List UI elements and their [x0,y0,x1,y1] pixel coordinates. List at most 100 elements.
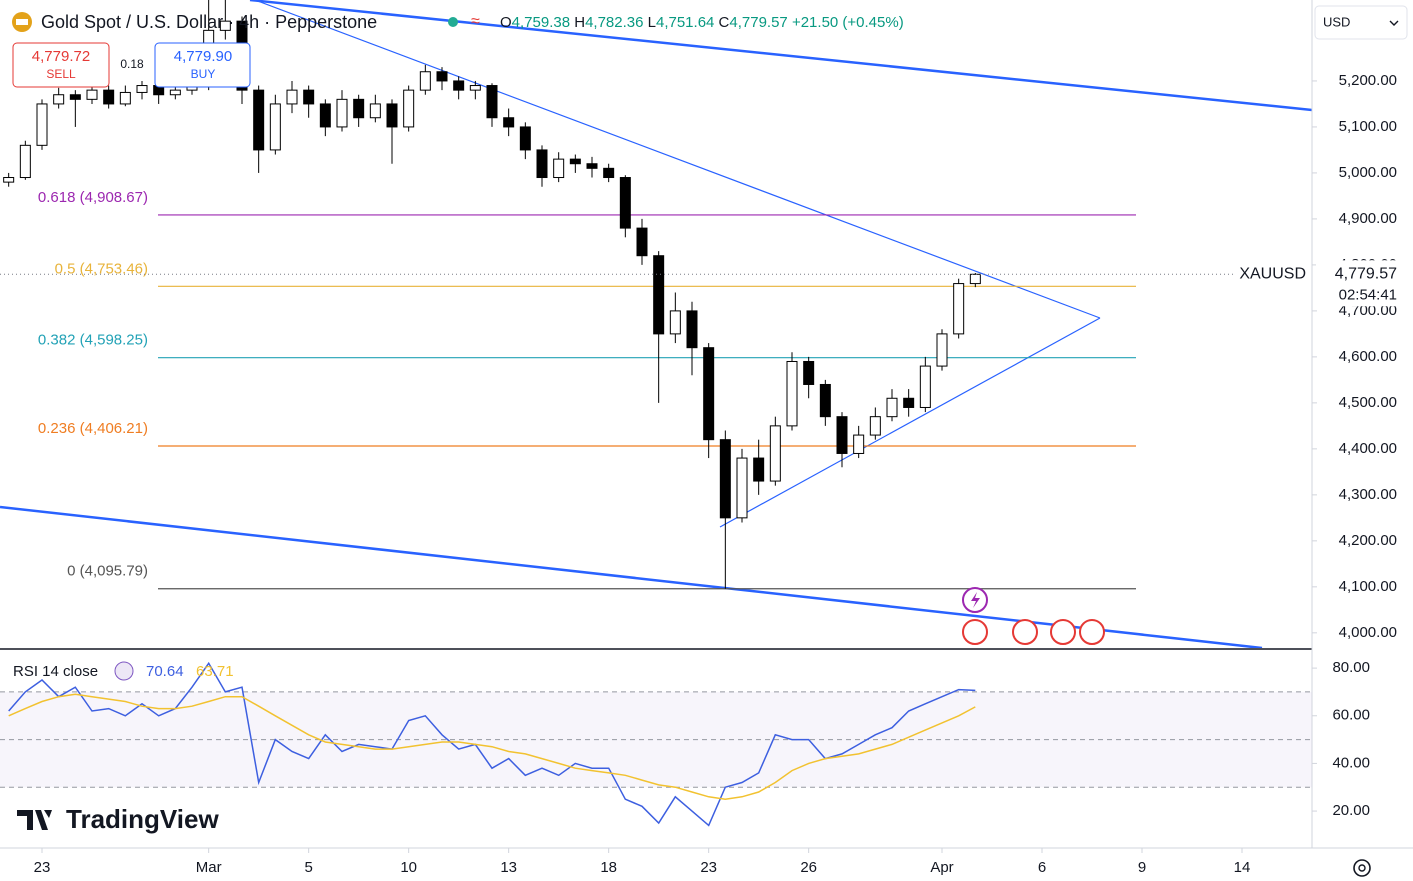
candle-body [3,177,15,183]
y-tick-label: 4,300.00 [1339,486,1397,503]
y-tick-label: 4,500.00 [1339,394,1397,411]
y-tick-label: 4,000.00 [1339,624,1397,641]
event-flag[interactable] [1050,619,1076,645]
fib-label: 0.382 (4,598.25) [38,332,148,349]
candle-body [119,91,131,105]
candle-body [503,117,515,128]
candle-body [536,149,548,179]
candle-body [69,94,81,100]
buy-price: 4,779.90 [174,48,232,65]
rsi-title: RSI 14 close [13,663,98,680]
settings-icon[interactable] [1353,859,1371,877]
y-tick-label: 4,900.00 [1339,210,1397,227]
event-flag[interactable] [962,619,988,645]
candle-body [669,310,681,335]
x-tick-label: 5 [304,859,312,876]
event-flag[interactable] [1012,619,1038,645]
candle-body [869,416,881,436]
ohlc-key: H [574,14,585,31]
buy-label: BUY [191,67,216,81]
event-flag[interactable] [1079,619,1105,645]
fib-label: 0.618 (4,908.67) [38,189,148,206]
x-tick-label: 26 [800,859,817,876]
rsi-line [8,661,976,827]
ohlc-key: L [648,14,656,31]
rsi-pane [0,661,1312,827]
rsi-value: 70.64 [146,663,184,680]
overlay: XAUUSD 4,779.57 02:54:41 [1239,260,1406,307]
candle-body [553,158,565,179]
y-tick-label: 5,100.00 [1339,118,1397,135]
candle-body [636,227,648,257]
last-price-label: 4,779.57 [1335,266,1397,283]
candle-body [386,103,398,128]
triangle-line [719,317,1101,528]
candle-body [853,434,865,454]
candle-body [936,333,948,367]
rsi-y-tick-label: 20.00 [1332,802,1370,819]
candle-body [419,71,431,91]
symbol-title[interactable]: Gold Spot / U.S. Dollar · 4h · Peppersto… [41,12,377,32]
symbol-label: XAUUSD [1239,266,1306,283]
rsi-y-tick-label: 40.00 [1332,754,1370,771]
x-tick-label: 23 [34,859,51,876]
ohlc-value: 4,759.38 [512,14,570,31]
rsi-band [0,691,1312,788]
rsi-line [8,693,976,800]
rsi-ma-value: 63.71 [196,663,234,680]
candle-body [436,71,448,82]
x-tick-label: 9 [1138,859,1146,876]
y-tick-label: 5,200.00 [1339,72,1397,89]
candle-body [603,167,615,179]
fib-label: 0.236 (4,406.21) [38,420,148,437]
rsi-settings-icon[interactable] [114,661,134,681]
candle-body [819,383,831,418]
y-tick-label: 5,000.00 [1339,164,1397,181]
settings-icon-center [1358,864,1366,872]
fib-label: 0 (4,095.79) [67,563,148,580]
ohlc-value: 4,779.57 [729,14,787,31]
candle-body [86,89,98,100]
countdown: 02:54:41 [1339,286,1397,303]
x-tick-label: 10 [400,859,417,876]
candle-body [836,416,848,454]
buy-button[interactable] [154,42,251,88]
currency-dropdown[interactable] [1314,5,1408,40]
candle-body [286,89,298,105]
candle-body [369,103,381,119]
watermark: TradingView [66,804,219,834]
axes: 4,000.00 4,100.00 4,200.00 4,300.00 4,400.00… [34,72,1397,876]
events [962,587,1105,645]
spread: 0.18 [120,57,144,71]
x-tick-label: 23 [700,859,717,876]
candle-body [469,85,481,91]
candle-body [569,158,581,165]
status-icon: ≈ [471,13,480,30]
candle-body [169,89,181,96]
candle-body [736,457,748,519]
channel-line [0,505,1263,648]
candle-body [136,85,148,93]
y-tick-label: 4,200.00 [1339,532,1397,549]
candle-body [886,397,898,418]
y-tick-label: 4,600.00 [1339,348,1397,365]
ohlc-key: O [500,14,512,31]
sell-button[interactable] [12,42,110,88]
fib-label: 0.5 (4,753.46) [55,260,148,277]
rsi-y-tick-label: 80.00 [1332,659,1370,676]
candle-body [703,347,715,441]
candle-body [19,144,31,179]
candle-body [903,397,915,408]
ohlc-value: 4,782.36 [585,14,643,31]
y-tick-label: 4,400.00 [1339,440,1397,457]
candle-body [919,365,931,408]
sell-price: 4,779.72 [32,48,90,65]
candle-body [753,457,765,482]
ohlc-key: C [719,14,730,31]
lightning [971,592,980,608]
candle-body [253,89,265,151]
candle-body [769,425,781,482]
currency: USD [1323,14,1350,29]
triangle-line [254,0,1101,319]
